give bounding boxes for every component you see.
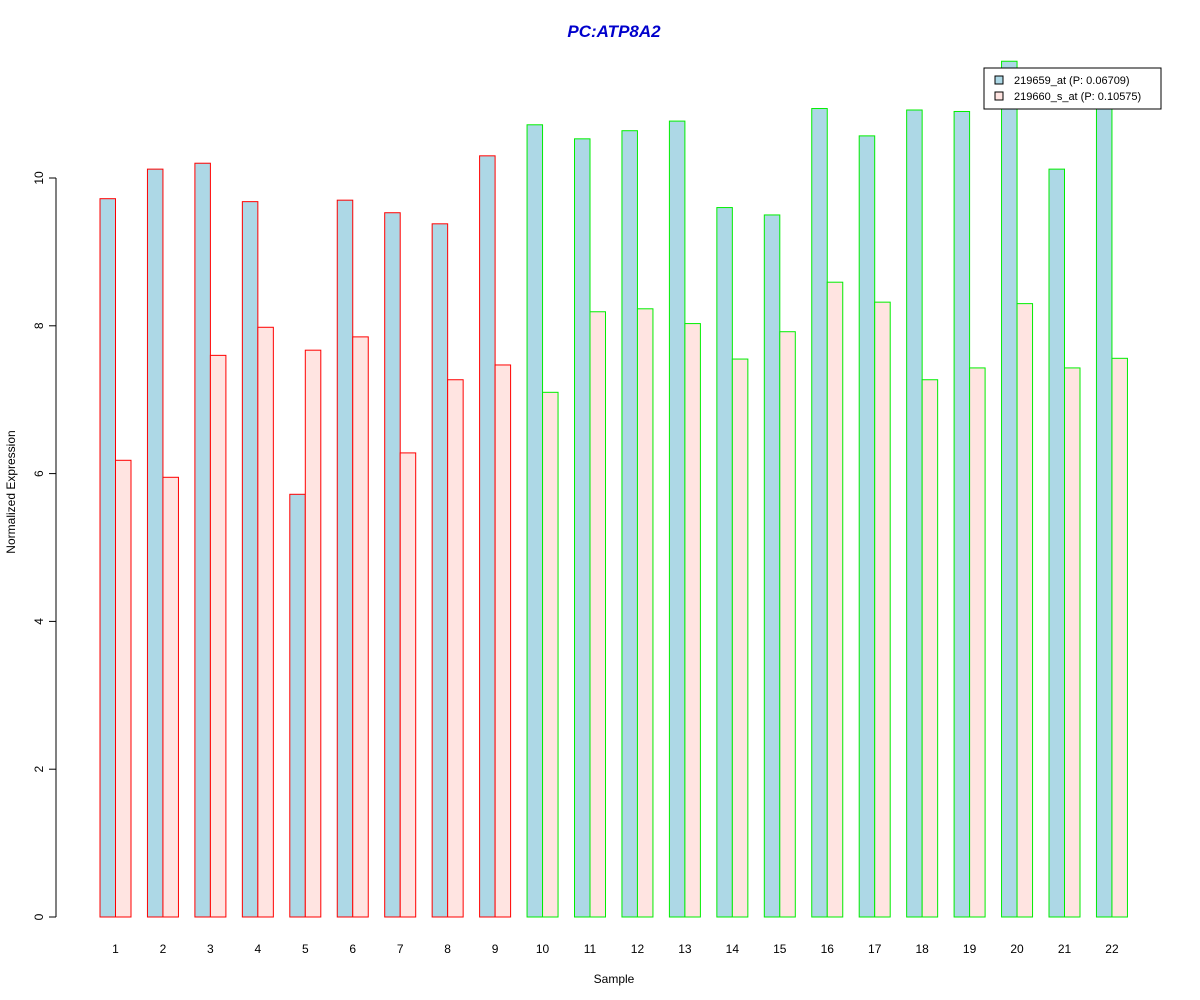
- bar-sample-3-series-1: [194, 162, 211, 918]
- bar-sample-17-series-1: [858, 135, 876, 918]
- bar-sample-18-series-1: [906, 109, 923, 918]
- bar-sample-13-series-2: [684, 323, 701, 918]
- bar-sample-21-series-1: [1048, 168, 1065, 918]
- bar-sample-14-series-1: [716, 207, 733, 918]
- x-tick-label: 20: [1010, 942, 1024, 956]
- x-tick-label: 11: [584, 942, 597, 956]
- bar-sample-2-series-2: [162, 476, 179, 918]
- y-tick-label: 0: [32, 913, 46, 920]
- y-tick-label: 4: [32, 618, 46, 625]
- bar-sample-13-series-1: [668, 120, 686, 918]
- bar-sample-6-series-2: [352, 336, 369, 918]
- y-tick-label: 2: [32, 766, 46, 773]
- x-tick-label: 19: [963, 942, 977, 956]
- bar-sample-16-series-2: [826, 281, 844, 918]
- bar-sample-5-series-2: [304, 349, 322, 918]
- y-tick-label: 10: [32, 171, 46, 185]
- x-tick-label: 7: [397, 942, 404, 956]
- bar-sample-2-series-1: [146, 168, 164, 918]
- bar-sample-22-series-1: [1095, 108, 1113, 918]
- bar-sample-21-series-2: [1064, 367, 1081, 918]
- x-tick-label: 8: [444, 942, 451, 956]
- x-tick-label: 4: [255, 942, 262, 956]
- bar-sample-20-series-1: [1001, 60, 1018, 918]
- bar-sample-8-series-2: [447, 379, 464, 918]
- legend-box: [983, 67, 1162, 110]
- x-tick-label: 2: [160, 942, 167, 956]
- x-tick-label: 15: [773, 942, 787, 956]
- x-tick-label: 6: [349, 942, 356, 956]
- bar-sample-20-series-2: [1016, 303, 1034, 918]
- x-tick-label: 21: [1058, 942, 1072, 956]
- bar-sample-19-series-1: [953, 110, 971, 918]
- x-tick-label: 1: [112, 942, 119, 956]
- chart-title: PC:ATP8A2: [567, 22, 661, 41]
- bar-sample-10-series-2: [542, 391, 559, 918]
- x-tick-label: 10: [536, 942, 550, 956]
- bar-sample-8-series-1: [431, 223, 449, 918]
- legend-label-series-1: 219659_at (P: 0.06709): [1014, 75, 1130, 87]
- x-axis-label: Sample: [594, 972, 635, 986]
- x-axis-tick-labels: 1 2 3 4 5 6 7 8 9 10 11 12 13 14 15 16 17 18 19 20 21 22: [112, 942, 1119, 956]
- bar-sample-10-series-1: [526, 124, 544, 918]
- x-tick-label: 18: [915, 942, 929, 956]
- bar-sample-17-series-2: [874, 301, 891, 918]
- bar-sample-3-series-2: [209, 354, 227, 918]
- bar-sample-15-series-1: [763, 214, 781, 918]
- bar-sample-4-series-2: [257, 326, 274, 918]
- x-tick-label: 3: [207, 942, 214, 956]
- bar-sample-7-series-1: [384, 212, 401, 918]
- x-tick-label: 9: [492, 942, 499, 956]
- bar-sample-12-series-2: [636, 308, 654, 918]
- x-tick-label: 12: [631, 942, 645, 956]
- bar-sample-18-series-2: [921, 379, 939, 918]
- x-tick-label: 5: [302, 942, 309, 956]
- bar-sample-15-series-2: [779, 331, 796, 918]
- legend-label-series-2: 219660_s_at (P: 0.10575): [1014, 91, 1141, 103]
- y-tick-label: 8: [32, 322, 46, 329]
- legend: 219659_at (P: 0.06709) 219660_s_at (P: 0…: [983, 67, 1162, 110]
- bar-sample-1-series-1: [99, 198, 116, 918]
- bar-sample-6-series-1: [336, 199, 354, 918]
- bar-sample-5-series-1: [289, 493, 306, 918]
- y-axis-ticks: 0 2 4 6 8 10: [32, 171, 56, 920]
- y-tick-label: 6: [32, 470, 46, 477]
- x-tick-label: 14: [726, 942, 740, 956]
- x-tick-label: 17: [868, 942, 882, 956]
- bar-sample-12-series-1: [621, 130, 638, 918]
- bar-sample-19-series-2: [969, 367, 986, 918]
- bar-sample-11-series-2: [589, 311, 606, 918]
- bar-sample-14-series-2: [731, 358, 749, 918]
- bar-sample-9-series-2: [494, 364, 512, 918]
- y-axis-label: Normalized Expression: [4, 430, 18, 553]
- bar-sample-7-series-2: [399, 452, 417, 918]
- bar-sample-1-series-2: [115, 459, 132, 918]
- x-tick-label: 16: [821, 942, 835, 956]
- bar-sample-9-series-1: [479, 155, 496, 918]
- x-tick-label: 13: [678, 942, 692, 956]
- bars-group: [99, 60, 1128, 918]
- bar-sample-11-series-1: [574, 138, 591, 918]
- legend-swatch-series-2: [994, 91, 1004, 101]
- bar-sample-22-series-2: [1111, 357, 1128, 918]
- legend-swatch-series-1: [994, 75, 1004, 85]
- bar-sample-16-series-1: [811, 108, 828, 918]
- bar-sample-4-series-1: [241, 201, 259, 918]
- x-tick-label: 22: [1105, 942, 1119, 956]
